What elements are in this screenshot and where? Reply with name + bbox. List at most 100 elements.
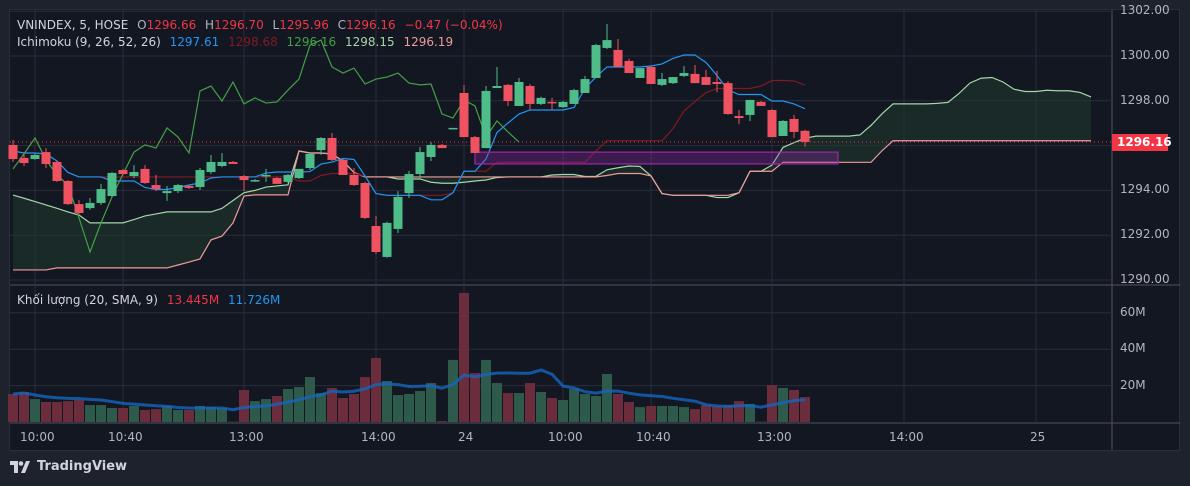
- volume-bar: [184, 409, 194, 422]
- candle-body: [525, 86, 535, 104]
- volume-bar: [459, 292, 469, 422]
- volume-bar: [195, 405, 205, 422]
- base-value: 1298.68: [228, 35, 278, 49]
- volume-bar: [74, 399, 84, 422]
- candle-body: [723, 83, 733, 115]
- volume-bar: [657, 405, 667, 422]
- candle-body: [591, 45, 601, 78]
- volume-bar: [514, 393, 524, 422]
- volume-bar: [250, 401, 260, 422]
- volume-bar: [162, 405, 172, 422]
- volume-bar: [778, 387, 788, 422]
- candle-body: [580, 79, 590, 93]
- candle-body: [195, 170, 205, 188]
- volume-bar: [437, 421, 447, 422]
- candle-body: [778, 120, 788, 136]
- candle-body: [470, 137, 480, 153]
- volume-bar: [151, 409, 161, 422]
- tradingview-logo[interactable]: TradingView: [10, 459, 127, 474]
- price-axis-label: 1298.00: [1120, 92, 1170, 107]
- price-axis-label: 1290.00: [1120, 272, 1170, 286]
- time-axis-label: 10:40: [108, 430, 143, 444]
- price-axis-label: 1302.00: [1120, 3, 1170, 18]
- volume-bar: [723, 405, 733, 422]
- ichimoku-label[interactable]: Ichimoku (9, 26, 52, 26): [17, 35, 161, 49]
- candle-body: [239, 176, 249, 181]
- close-value: 1296.16: [346, 18, 396, 32]
- high-label: H: [205, 18, 215, 32]
- volume-bar: [800, 397, 810, 422]
- ichimoku-legend[interactable]: Ichimoku (9, 26, 52, 26) 1297.61 1298.68…: [17, 35, 458, 49]
- candle-body: [151, 185, 161, 190]
- volume-bar: [8, 393, 18, 422]
- volume-axis-label: 40M: [1120, 341, 1146, 356]
- conversion-value: 1297.61: [169, 35, 220, 49]
- cloud-fill: [13, 77, 1091, 270]
- volume-bars: [8, 292, 810, 422]
- volume-bar: [624, 401, 634, 422]
- candle-body: [712, 81, 722, 84]
- volume-bar: [558, 399, 568, 422]
- candle-body: [316, 137, 326, 151]
- candle-body: [756, 101, 766, 106]
- volume-bar: [327, 387, 337, 422]
- candle-body: [734, 116, 744, 119]
- volume-bar: [569, 389, 579, 422]
- candle-body: [536, 97, 546, 104]
- volume-bar: [19, 391, 29, 422]
- time-axis-label: 25: [1030, 430, 1046, 444]
- volume-bar: [701, 405, 711, 422]
- candle-body: [338, 159, 348, 175]
- tradingview-icon: [10, 460, 30, 473]
- open-label: O: [137, 18, 147, 32]
- candle-body: [547, 101, 557, 104]
- time-axis-label: 10:40: [636, 430, 671, 444]
- volume-bar: [602, 373, 612, 422]
- candle-body: [283, 174, 293, 182]
- candle-body: [657, 79, 667, 85]
- volume-bar: [393, 395, 403, 422]
- brand-name: TradingView: [37, 459, 128, 474]
- volume-bar: [635, 407, 645, 422]
- lead-a-line: [12, 76, 1092, 224]
- candle-body: [426, 144, 436, 158]
- volume-axis-label: 60M: [1120, 304, 1146, 319]
- volume-bar: [448, 359, 458, 422]
- candle-body: [30, 155, 40, 160]
- close-label: C: [337, 18, 347, 32]
- candle-body: [393, 196, 403, 229]
- volume-bar: [129, 405, 139, 422]
- candle-body: [294, 168, 304, 179]
- candle-body: [272, 178, 282, 184]
- high-value: 1296.70: [214, 18, 264, 32]
- volume-sma-line: [12, 368, 806, 412]
- open-value: 1296.66: [146, 18, 197, 32]
- price-axis-label: 1300.00: [1120, 48, 1170, 62]
- candle-body: [327, 137, 337, 160]
- low-label: L: [272, 18, 280, 32]
- candle-body: [382, 222, 392, 257]
- candle-body: [371, 226, 381, 252]
- candle-body: [668, 77, 678, 84]
- price-axis-label: 1294.00: [1120, 182, 1170, 197]
- volume-bar: [646, 405, 656, 422]
- candle-body: [162, 191, 172, 194]
- symbol-legend[interactable]: VNINDEX, 5, HOSE O1296.66 H1296.70 L1295…: [17, 18, 508, 32]
- symbol-name[interactable]: VNINDEX, 5, HOSE: [17, 18, 129, 32]
- time-axis-label: 24: [458, 430, 474, 444]
- candle-body: [481, 90, 491, 149]
- volume-bar: [272, 395, 282, 422]
- time-axis-label: 10:00: [20, 430, 55, 444]
- volume-label[interactable]: Khối lượng (20, SMA, 9): [17, 293, 158, 307]
- volume-bar: [426, 383, 436, 422]
- candle-body: [360, 183, 370, 218]
- grid: [10, 10, 1180, 450]
- volume-legend[interactable]: Khối lượng (20, SMA, 9) 13.445M 11.726M: [17, 293, 285, 307]
- volume-bar: [85, 405, 95, 422]
- volume-bar: [294, 387, 304, 422]
- candle-body: [800, 130, 810, 143]
- volume-bar: [349, 393, 359, 422]
- lead-b-value: 1296.19: [403, 35, 454, 49]
- drawings: [474, 151, 839, 165]
